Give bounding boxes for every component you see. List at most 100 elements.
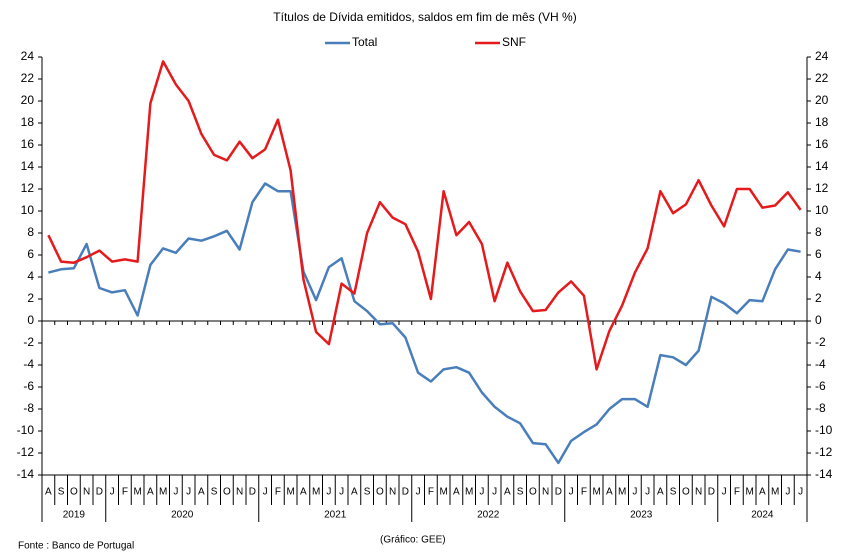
- x-tick-label: M: [771, 487, 779, 498]
- y-tick-label: 16: [21, 137, 35, 151]
- x-tick-label: J: [569, 487, 574, 498]
- y-tick-label: 20: [21, 93, 35, 107]
- x-tick-label: J: [326, 487, 331, 498]
- x-tick-label: J: [173, 487, 178, 498]
- y2-tick-label: 10: [815, 203, 829, 217]
- y2-tick-label: 0: [815, 313, 822, 327]
- y-tick-label: 18: [21, 115, 35, 129]
- x-tick-label: M: [439, 487, 447, 498]
- x-tick-label: A: [657, 487, 664, 498]
- x-tick-label: N: [83, 487, 90, 498]
- x-tick-label: S: [364, 487, 371, 498]
- source: Fonte : Banco de Portugal: [18, 541, 134, 552]
- x-tick-label: J: [416, 487, 421, 498]
- x-tick-label: F: [734, 487, 740, 498]
- x-tick-label: O: [223, 487, 231, 498]
- y2-tick-label: 18: [815, 115, 829, 129]
- y-tick-label: -2: [23, 335, 34, 349]
- x-tick-label: A: [504, 487, 511, 498]
- y2-tick-label: -8: [815, 401, 826, 415]
- x-tick-label: M: [465, 487, 473, 498]
- legend-label: SNF: [502, 35, 526, 49]
- y2-tick-label: 14: [815, 159, 829, 173]
- y2-tick-label: -2: [815, 335, 826, 349]
- y2-tick-label: -4: [815, 357, 826, 371]
- year-label: 2021: [324, 510, 347, 521]
- series-line: [48, 182, 801, 465]
- year-label: 2022: [477, 510, 500, 521]
- y2-tick-label: 12: [815, 181, 829, 195]
- y-tick-label: 22: [21, 71, 35, 85]
- y-tick-label: -10: [17, 423, 35, 437]
- x-tick-label: J: [263, 487, 268, 498]
- x-tick-label: M: [312, 487, 320, 498]
- y-tick-label: 10: [21, 203, 35, 217]
- x-tick-label: O: [376, 487, 384, 498]
- y-tick-label: -8: [23, 401, 34, 415]
- y2-tick-label: 4: [815, 269, 822, 283]
- y2-tick-label: 24: [815, 49, 829, 63]
- x-tick-label: J: [632, 487, 637, 498]
- x-tick-label: N: [695, 487, 702, 498]
- legend-label: Total: [352, 35, 377, 49]
- x-tick-label: O: [529, 487, 537, 498]
- x-tick-label: N: [389, 487, 396, 498]
- x-tick-label: A: [147, 487, 154, 498]
- x-tick-label: J: [110, 487, 115, 498]
- x-tick-label: J: [492, 487, 497, 498]
- x-tick-label: A: [198, 487, 205, 498]
- y-tick-label: -4: [23, 357, 34, 371]
- x-tick-label: A: [351, 487, 358, 498]
- x-tick-label: M: [133, 487, 141, 498]
- x-tick-label: A: [45, 487, 52, 498]
- x-tick-label: F: [581, 487, 587, 498]
- x-tick-label: J: [479, 487, 484, 498]
- y2-tick-label: 6: [815, 247, 822, 261]
- x-tick-label: J: [645, 487, 650, 498]
- year-label: 2024: [751, 510, 774, 521]
- x-tick-label: S: [670, 487, 677, 498]
- x-tick-label: D: [555, 487, 562, 498]
- x-tick-label: D: [708, 487, 715, 498]
- y2-tick-label: -14: [815, 467, 833, 481]
- x-tick-label: M: [286, 487, 294, 498]
- x-tick-label: A: [300, 487, 307, 498]
- x-tick-label: J: [722, 487, 727, 498]
- y-tick-label: -6: [23, 379, 34, 393]
- x-tick-label: J: [798, 487, 803, 498]
- x-tick-label: O: [70, 487, 78, 498]
- x-tick-label: A: [453, 487, 460, 498]
- x-tick-label: M: [618, 487, 626, 498]
- y-tick-label: 4: [27, 269, 34, 283]
- x-tick-label: M: [745, 487, 753, 498]
- y2-tick-label: 16: [815, 137, 829, 151]
- y2-tick-label: -6: [815, 379, 826, 393]
- x-tick-label: J: [339, 487, 344, 498]
- y-tick-label: 0: [27, 313, 34, 327]
- x-tick-label: N: [542, 487, 549, 498]
- series-line: [47, 60, 802, 371]
- y-tick-label: 14: [21, 159, 35, 173]
- x-tick-label: S: [517, 487, 524, 498]
- y-tick-label: 24: [21, 49, 35, 63]
- year-label: 2019: [63, 510, 86, 521]
- x-tick-label: F: [275, 487, 281, 498]
- x-tick-label: N: [236, 487, 243, 498]
- y-tick-label: 12: [21, 181, 35, 195]
- y2-tick-label: 2: [815, 291, 822, 305]
- y2-tick-label: -12: [815, 445, 833, 459]
- x-tick-label: A: [759, 487, 766, 498]
- y2-tick-label: -10: [815, 423, 833, 437]
- y-tick-label: -12: [17, 445, 35, 459]
- y-tick-label: 8: [27, 225, 34, 239]
- y-tick-label: -14: [17, 467, 35, 481]
- x-tick-label: S: [211, 487, 218, 498]
- x-tick-label: D: [402, 487, 409, 498]
- y2-tick-label: 22: [815, 71, 829, 85]
- x-tick-label: J: [186, 487, 191, 498]
- credit: (Gráfico: GEE): [380, 535, 446, 546]
- y2-tick-label: 20: [815, 93, 829, 107]
- x-tick-label: J: [785, 487, 790, 498]
- chart-title: Títulos de Dívida emitidos, saldos em fi…: [273, 10, 576, 24]
- x-tick-label: D: [96, 487, 103, 498]
